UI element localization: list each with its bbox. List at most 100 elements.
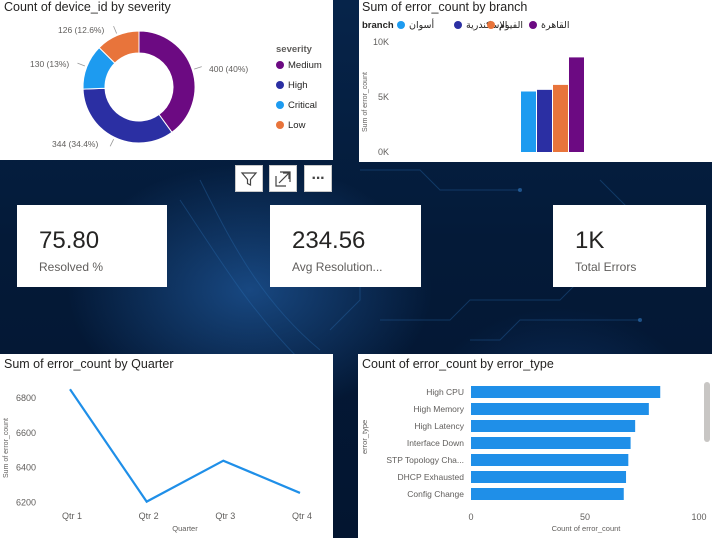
severity-donut-chart: 400 (40%) 344 (34.4%) 130 (13%) 126 (12.6%) (30, 25, 248, 149)
severity-donut-title: Count of device_id by severity (4, 0, 171, 14)
error-type-bar-1[interactable] (471, 386, 661, 398)
quarter-y-axis-label: Sum of error_count (3, 418, 10, 478)
quarter-x-tick-label: Qtr 2 (139, 511, 159, 521)
legend-dot (397, 21, 405, 29)
quarter-y-tick-label: 6400 (16, 463, 36, 473)
donut-slice-low[interactable] (98, 30, 140, 64)
quarter-line-card[interactable]: Sum of error_count by Quarter 6800 6600 64… (0, 354, 333, 538)
legend-dot (454, 21, 462, 29)
quarter-x-tick-label: Qtr 1 (62, 511, 82, 521)
branch-bar-card[interactable]: Sum of error_count by branch branch أسوا… (359, 0, 712, 162)
donut-leader-line (194, 66, 202, 70)
legend-label: Medium (288, 60, 322, 71)
error-type-category-label: High CPU (426, 387, 464, 397)
legend-dot (276, 61, 284, 69)
quarter-series-line[interactable] (69, 388, 301, 504)
quarter-y-tick-label: 6200 (16, 498, 36, 508)
quarter-point-4[interactable] (298, 490, 303, 495)
quarter-x-tick-label: Qtr 3 (215, 511, 235, 521)
error-type-bar-chart: High CPU High Memory High Latency Interface… (360, 386, 707, 533)
quarter-line-chart: 6800 6600 6400 6200 Sum of error_count Qtr 1 Q… (3, 387, 312, 533)
kpi-card-resolved[interactable]: 75.80 Resolved % (17, 205, 167, 287)
legend-label: أسوان (409, 20, 435, 31)
error-type-category-label: STP Topology Cha... (386, 455, 464, 465)
donut-data-label: 344 (34.4%) (52, 139, 98, 149)
donut-data-label: 126 (12.6%) (58, 25, 104, 35)
error-type-category-label: High Latency (414, 421, 464, 431)
error-type-bar-3[interactable] (471, 420, 636, 432)
branch-legend-item-2[interactable]: الإسكندرية (454, 20, 507, 31)
filter-icon (240, 171, 258, 186)
kpi-resolved-label: Resolved % (39, 260, 104, 274)
error-type-x-axis-label: Count of error_count (552, 524, 622, 533)
branch-bar-1[interactable] (521, 91, 536, 153)
error-type-bar-7[interactable] (471, 488, 624, 500)
branch-legend-item-3[interactable]: الفيوم (487, 20, 523, 31)
legend-dot (529, 21, 537, 29)
donut-leader-line (77, 62, 86, 67)
filter-button[interactable] (235, 165, 263, 192)
error-type-category-label: DHCP Exhausted (398, 472, 465, 482)
error-type-x-tick-label: 50 (580, 512, 590, 522)
legend-label: الإسكندرية (466, 20, 507, 31)
severity-legend-title: severity (276, 44, 312, 55)
branch-y-tick-label: 0K (378, 147, 389, 157)
branch-y-axis-label: Sum of error_count (362, 72, 369, 132)
error-type-bar-5[interactable] (471, 454, 629, 466)
focus-mode-icon (275, 170, 291, 187)
error-type-category-label: Interface Down (407, 438, 464, 448)
donut-leader-line (109, 138, 115, 147)
branch-y-tick-label: 10K (373, 37, 389, 47)
severity-legend-item-high[interactable]: High (276, 80, 308, 91)
legend-label: القاهرة (541, 20, 570, 31)
kpi-total-errors-label: Total Errors (575, 260, 637, 274)
kpi-avg-resolution-label: Avg Resolution... (292, 260, 383, 274)
donut-slice-medium[interactable] (138, 30, 196, 134)
branch-bar-4[interactable] (569, 57, 584, 152)
severity-legend-item-medium[interactable]: Medium (276, 60, 322, 71)
kpi-card-total-errors[interactable]: 1K Total Errors (553, 205, 706, 287)
kpi-card-avg-resolution[interactable]: 234.56 Avg Resolution... (270, 205, 421, 287)
legend-dot (276, 101, 284, 109)
branch-bar-2[interactable] (537, 89, 552, 152)
severity-legend-item-critical[interactable]: Critical (276, 100, 317, 111)
error-type-bar-6[interactable] (471, 471, 627, 483)
legend-dot (276, 121, 284, 129)
quarter-chart-title: Sum of error_count by Quarter (4, 357, 174, 371)
legend-label: Low (288, 120, 306, 131)
donut-data-label: 400 (40%) (209, 64, 248, 74)
legend-label: High (288, 80, 308, 91)
more-options-button[interactable]: ··· (304, 165, 332, 192)
kpi-resolved-value: 75.80 (39, 227, 100, 254)
kpi-avg-resolution-value: 234.56 (292, 227, 366, 254)
branch-legend-title: branch (362, 20, 394, 31)
donut-slice-high[interactable] (82, 87, 173, 144)
error-type-bar-4[interactable] (471, 437, 631, 449)
branch-bar-chart: 10K 5K 0K Sum of error_count (362, 37, 584, 157)
error-type-bar-card[interactable]: Count of error_count by error_type High … (358, 354, 712, 538)
quarter-point-1[interactable] (68, 387, 73, 392)
error-type-x-tick-label: 0 (468, 512, 473, 522)
quarter-point-2[interactable] (144, 499, 149, 504)
branch-legend-item-1[interactable]: أسوان (397, 20, 434, 31)
severity-donut-card[interactable]: Count of device_id by severity 400 (40%)… (0, 0, 333, 160)
error-type-x-tick-label: 100 (691, 512, 706, 522)
focus-mode-button[interactable] (269, 165, 297, 192)
quarter-y-tick-label: 6600 (16, 428, 36, 438)
error-type-scrollbar[interactable] (704, 382, 710, 442)
error-type-category-label: Config Change (407, 489, 464, 499)
donut-leader-line (113, 25, 118, 34)
more-options-icon: ··· (311, 169, 326, 187)
error-type-bar-2[interactable] (471, 403, 649, 415)
branch-bar-3[interactable] (553, 84, 568, 152)
quarter-x-tick-label: Qtr 4 (292, 511, 312, 521)
error-type-y-axis-label: error_type (360, 420, 369, 454)
severity-legend-item-low[interactable]: Low (276, 120, 305, 131)
legend-dot (487, 21, 495, 29)
kpi-total-errors-value: 1K (575, 227, 605, 254)
quarter-x-axis-label: Quarter (172, 524, 198, 533)
branch-chart-title: Sum of error_count by branch (362, 0, 528, 14)
quarter-point-3[interactable] (221, 458, 226, 463)
legend-label: الفيوم (499, 20, 523, 31)
branch-legend-item-4[interactable]: القاهرة (529, 20, 569, 31)
